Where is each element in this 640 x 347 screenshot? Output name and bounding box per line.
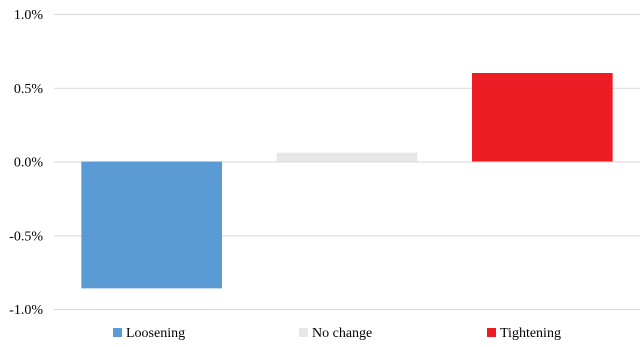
legend-swatch — [487, 328, 496, 337]
y-axis-tick-labels: 1.0% 0.5% 0.0% -0.5% -1.0% — [9, 8, 43, 318]
legend-swatch — [299, 328, 308, 337]
y-tick-label: 0.0% — [14, 156, 44, 171]
legend-swatch — [113, 328, 122, 337]
y-tick-label: 0.5% — [14, 82, 44, 97]
bar-loosening — [81, 161, 222, 289]
bar-tightening — [472, 73, 613, 162]
bar-no-change — [276, 152, 418, 162]
y-tick-label: 1.0% — [14, 8, 44, 23]
y-tick-label: -0.5% — [9, 229, 43, 244]
legend-label: No change — [312, 326, 372, 341]
legend-label: Loosening — [126, 326, 185, 341]
legend-label: Tightening — [500, 326, 561, 341]
bars — [81, 73, 613, 289]
y-tick-label: -1.0% — [9, 303, 43, 318]
legend: Loosening No change Tightening — [113, 326, 561, 341]
